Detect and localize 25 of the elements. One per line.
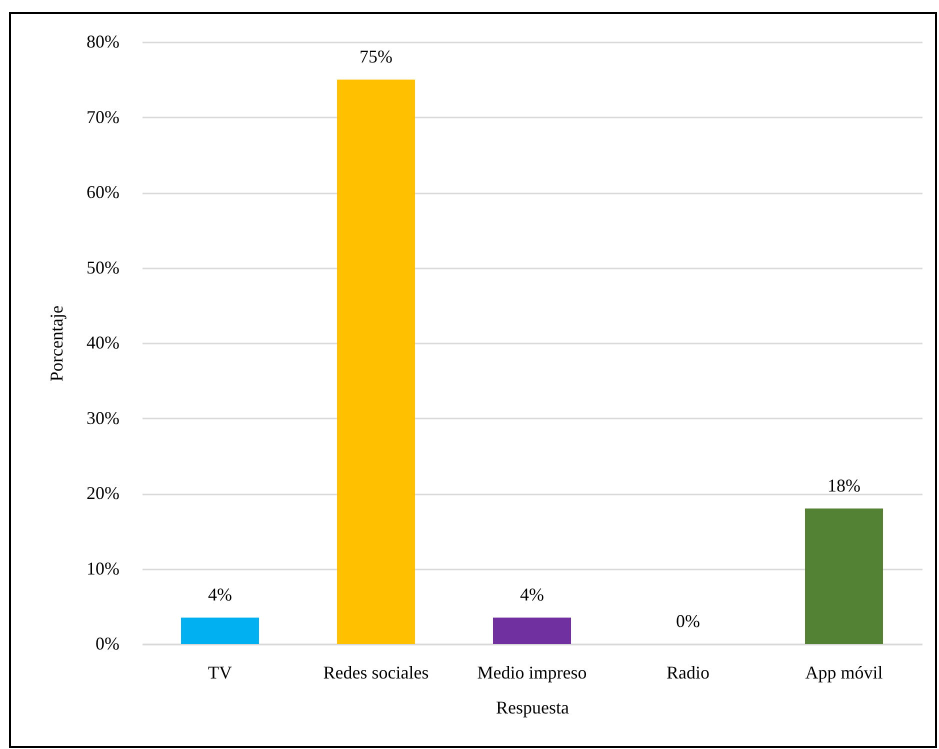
- y-tick-label: 50%: [86, 257, 120, 278]
- data-label: 0%: [676, 611, 700, 631]
- data-label: 4%: [520, 584, 544, 605]
- data-label: 18%: [828, 476, 860, 496]
- x-axis-title: Respuesta: [496, 698, 570, 718]
- data-label: 4%: [208, 584, 232, 605]
- bar: [337, 80, 415, 644]
- bar: [181, 618, 259, 644]
- y-tick-label: 30%: [86, 408, 120, 428]
- data-label: 75%: [360, 46, 392, 67]
- y-axis-title: Porcentaje: [46, 306, 66, 382]
- y-tick-label: 40%: [86, 332, 120, 352]
- bar: [493, 618, 571, 644]
- y-tick-label: 60%: [86, 182, 120, 202]
- x-tick-label: App móvil: [805, 662, 883, 682]
- y-tick-label: 0%: [96, 634, 120, 654]
- y-tick-label: 80%: [86, 32, 120, 52]
- x-tick-label: Redes sociales: [323, 662, 429, 682]
- x-tick-label: Medio impreso: [477, 662, 587, 682]
- x-tick-label: TV: [208, 662, 232, 682]
- x-tick-label: Radio: [666, 662, 710, 682]
- y-tick-label: 10%: [86, 558, 120, 578]
- bar: [805, 508, 883, 644]
- y-tick-label: 20%: [86, 483, 120, 503]
- y-tick-label: 70%: [86, 106, 120, 127]
